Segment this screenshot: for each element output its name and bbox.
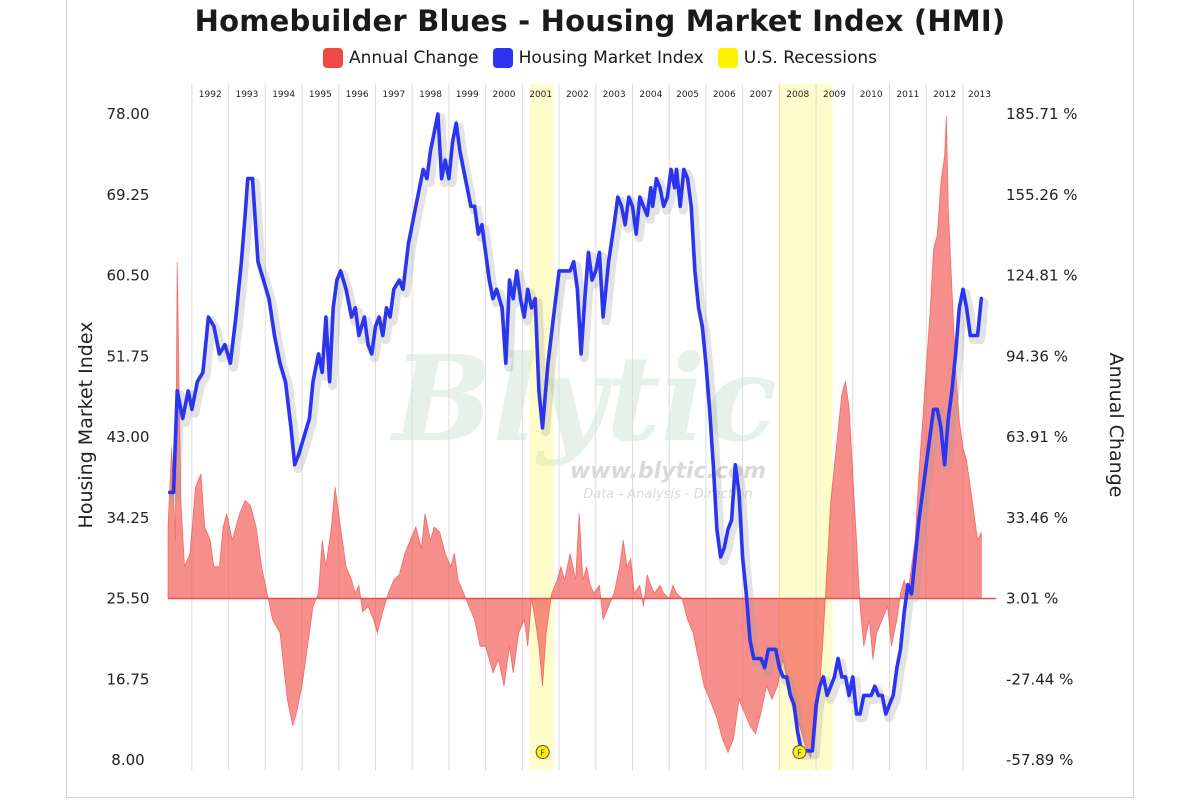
right-tick-label: 3.01 % — [1006, 590, 1058, 608]
left-tick-label: 60.50 — [107, 267, 150, 285]
year-label: 1993 — [235, 90, 258, 100]
annual-change-area — [167, 115, 982, 760]
recession-marker — [792, 745, 807, 759]
left-tick-label: 25.50 — [107, 590, 150, 608]
year-label: 2008 — [786, 90, 809, 100]
year-label: 2011 — [896, 90, 919, 100]
year-label: 2002 — [566, 90, 589, 100]
legend-item-housing-market-index[interactable]: Housing Market Index — [492, 48, 704, 68]
right-axis-ticks: 185.71 % 155.26 % 124.81 % 94.36 % 63.91 % 33… — [1006, 105, 1078, 769]
chart-frame — [66, 0, 1134, 798]
y-axis-left-title: Housing Market Index — [75, 322, 97, 529]
right-tick-label: 155.26 % — [1006, 186, 1078, 204]
housing-market-index-series — [168, 112, 989, 760]
year-label: 2009 — [823, 90, 846, 100]
year-label: 2003 — [603, 90, 626, 100]
legend-item-us-recessions[interactable]: U.S. Recessions — [717, 48, 877, 68]
x-axis-year-labels: 1992 1993 1994 1995 1996 1997 1998 1999 2000 2001… — [199, 90, 991, 100]
year-label: 1997 — [382, 90, 405, 100]
annual-change-series — [167, 115, 996, 760]
year-label: 2000 — [493, 90, 516, 100]
recession-marker-label: F — [540, 749, 545, 758]
left-tick-label: 16.75 — [107, 670, 150, 688]
year-label: 2001 — [529, 90, 552, 100]
right-tick-label: -57.89 % — [1006, 751, 1073, 769]
legend-swatch-annual-change — [323, 48, 343, 68]
legend-label-us-recessions: U.S. Recessions — [743, 48, 877, 68]
right-tick-label: 94.36 % — [1006, 347, 1068, 365]
housing-market-index-shadow — [168, 113, 989, 760]
year-label: 2013 — [968, 90, 991, 100]
year-label: 2012 — [933, 90, 956, 100]
right-tick-label: -27.44 % — [1006, 670, 1073, 688]
legend: Annual Change Housing Market Index U.S. … — [0, 48, 1200, 68]
year-label: 1998 — [419, 90, 442, 100]
year-label: 2005 — [676, 90, 699, 100]
y-axis-right-title: Annual Change — [1105, 353, 1127, 498]
legend-swatch-housing-market-index — [492, 48, 513, 68]
legend-label-housing-market-index: Housing Market Index — [518, 48, 704, 68]
year-label: 1992 — [199, 90, 222, 100]
legend-item-annual-change[interactable]: Annual Change — [323, 48, 479, 68]
right-tick-label: 33.46 % — [1006, 509, 1068, 527]
right-tick-label: 124.81 % — [1006, 267, 1078, 285]
year-label: 2010 — [860, 90, 883, 100]
year-label: 1996 — [346, 90, 369, 100]
recession-marker-label: F — [797, 749, 802, 758]
left-tick-label: 43.00 — [107, 428, 150, 446]
year-label: 2007 — [750, 90, 773, 100]
legend-label-annual-change: Annual Change — [349, 48, 479, 68]
left-tick-label: 69.25 — [107, 186, 150, 204]
right-tick-label: 63.91 % — [1006, 428, 1068, 446]
year-label: 1995 — [309, 90, 332, 100]
year-label: 2006 — [713, 90, 736, 100]
left-tick-label: 8.00 — [111, 751, 144, 769]
left-tick-label: 51.75 — [107, 347, 150, 365]
year-label: 2004 — [639, 90, 662, 100]
left-tick-label: 34.25 — [107, 509, 150, 527]
legend-swatch-us-recessions — [717, 48, 738, 68]
year-label: 1994 — [272, 90, 295, 100]
left-axis-ticks: 78.00 69.25 60.50 51.75 43.00 34.25 25.50 16.75… — [107, 105, 150, 769]
housing-market-index-line — [168, 112, 984, 753]
right-tick-label: 185.71 % — [1006, 105, 1078, 123]
year-label: 1999 — [456, 90, 479, 100]
chart-title: Homebuilder Blues - Housing Market Index… — [194, 4, 1006, 38]
recession-marker — [535, 745, 550, 759]
watermark-tagline: Data - Analysis - Direction — [583, 487, 753, 502]
left-tick-label: 78.00 — [107, 105, 150, 123]
